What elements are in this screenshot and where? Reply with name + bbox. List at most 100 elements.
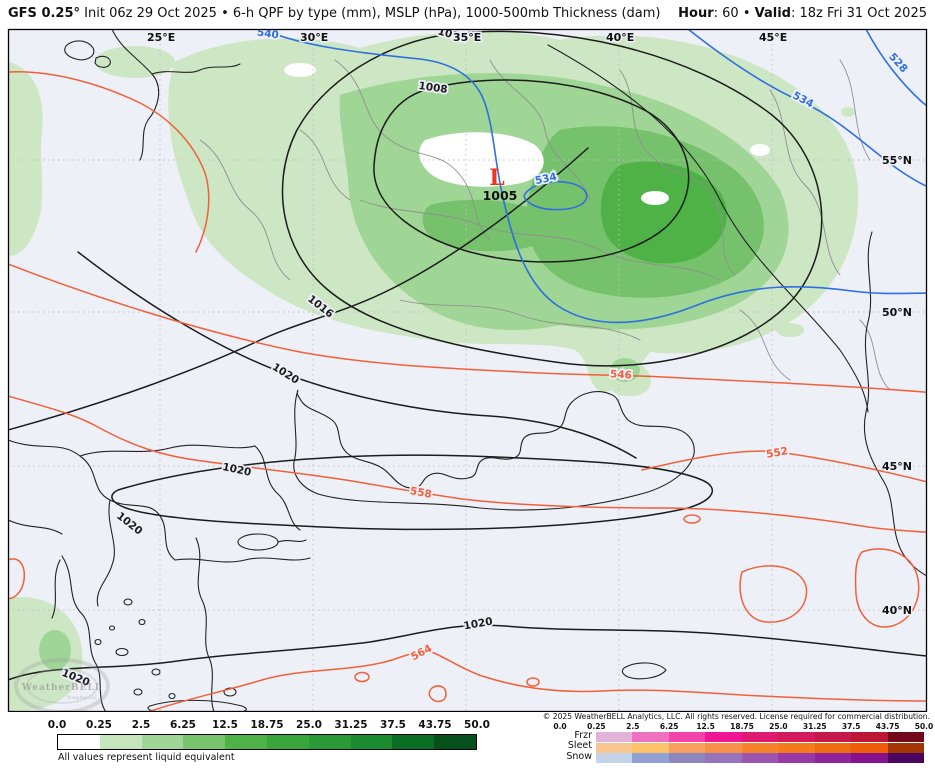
balkan-border (96, 499, 115, 607)
legend-cell (392, 735, 435, 749)
precip-area-darkest (600, 161, 727, 264)
init-time: Init 06z 29 Oct 2025 (84, 6, 217, 21)
tick-label: 43.75 (875, 722, 900, 731)
tick-label: 12.5 (212, 719, 238, 731)
legend-cell (851, 742, 888, 753)
bosphorus (277, 539, 307, 543)
thickness-contours-blue (261, 29, 927, 324)
legend-cell (851, 753, 888, 763)
legend-cell (350, 735, 393, 749)
thickness-546 (8, 263, 927, 394)
precip-area-dark (422, 199, 553, 252)
watermark-ring (14, 658, 110, 712)
weatherbell-watermark: WeatherBELL Analytics LLC (14, 658, 110, 712)
turkish-west-coast (195, 537, 215, 712)
thickness-label: 534 (534, 171, 558, 187)
legend-cell (434, 735, 476, 749)
separator-dot: • (742, 6, 751, 21)
colon: : (790, 6, 800, 21)
isobar-1016 (8, 147, 589, 431)
ptype-legend-ticks: 0.0 0.25 2.5 6.25 12.5 18.75 25.0 31.25 37.5 43.7… (553, 722, 933, 734)
isobar-1020 (77, 251, 637, 459)
legend-cell (741, 753, 779, 763)
aegean-island (94, 638, 102, 646)
precip-area-light (776, 323, 804, 337)
tick-label: 18.75 (730, 722, 754, 731)
coastlines (8, 29, 927, 712)
balkan-border (8, 519, 63, 535)
copyright-text: © 2025 WeatherBELL Analytics, LLC. All r… (542, 712, 930, 721)
forecast-map: 1008 1012 1016 1020 1020 1020 1020 1020 … (7, 28, 928, 712)
thickness-closed-cell (683, 514, 701, 524)
watermark-title: WeatherBELL (21, 683, 102, 693)
graticule-grid (8, 29, 927, 712)
balkan-border (8, 439, 176, 561)
legend-cell (814, 753, 852, 763)
legend-cell (632, 732, 669, 742)
legend-cell (741, 732, 779, 742)
thickness-closed-cell (526, 677, 540, 687)
ptype-row-labels: Frzr Sleet Snow (450, 730, 592, 762)
tick-label: 0.25 (86, 719, 112, 731)
legend-cell (668, 732, 706, 742)
aegean-island (223, 687, 237, 697)
legend-cell (778, 753, 815, 763)
legend-cell (632, 742, 669, 753)
low-symbol: L (489, 165, 504, 191)
legend-cell (668, 753, 706, 763)
qpf-legend-ticks: 0.0 0.25 2.5 6.25 12.5 18.75 25.0 31.25 37.5 43.7… (48, 719, 490, 731)
valid-value: 18z Fri 31 Oct 2025 (799, 6, 928, 21)
caspian-coast (863, 231, 927, 577)
legend-cell (778, 732, 815, 742)
thickness-552 (641, 450, 927, 483)
legend-cell (632, 753, 669, 763)
tick-label: 25.0 (769, 722, 788, 731)
title-right: Hour: 60 • Valid: 18z Fri 31 Oct 2025 (678, 6, 927, 21)
legend-cell (741, 742, 779, 753)
legend-cell (887, 732, 924, 742)
longitude-label: 45°E (759, 31, 787, 44)
aegean-island (151, 668, 161, 676)
hour-value: 60 (722, 6, 739, 21)
valid-label: Valid (754, 6, 791, 21)
balkan-border (79, 444, 256, 457)
legend-cell (851, 732, 888, 742)
precip-shading (8, 31, 859, 712)
thickness-closed-cell (354, 671, 370, 683)
thickness-closed-cell (854, 548, 920, 628)
tick-label: 31.25 (334, 719, 368, 731)
thickness-label: 558 (409, 485, 433, 501)
low-pressure-value: 1005 (483, 188, 518, 203)
admin-borders (199, 59, 891, 391)
balkan-border (254, 445, 301, 531)
legend-cell (225, 735, 267, 749)
tick-label: 2.5 (131, 719, 151, 731)
tick-label: 18.75 (250, 719, 284, 731)
latitude-label: 40°N (882, 604, 912, 617)
colon: : (713, 6, 723, 21)
legend-cell (141, 735, 184, 749)
crete-island (147, 699, 247, 712)
low-pressure-marker: L 1005 (483, 165, 518, 203)
product-name: 6-h QPF by type (mm), MSLP (hPa), 1000-5… (232, 6, 661, 21)
thickness-closed-cell (428, 685, 447, 703)
watermark-subtitle: Analytics LLC (67, 695, 97, 701)
graticule-labels: 25°E 30°E 35°E 40°E 45°E 55°N 50°N 45°N … (146, 30, 914, 619)
tick-label: 6.25 (659, 722, 679, 731)
map-border (7, 28, 928, 712)
legend-cell (705, 742, 742, 753)
legend-cell (266, 735, 309, 749)
thickness-label: 546 (610, 368, 633, 381)
legend-cell (596, 732, 633, 742)
latitude-label: 50°N (882, 306, 912, 319)
legend-cell (778, 742, 815, 753)
legend-cell (58, 735, 100, 749)
tick-label: 0.0 (47, 719, 67, 731)
baltic-island (64, 40, 95, 61)
mslp-isobars (8, 30, 927, 681)
legend-cell (183, 735, 226, 749)
baltic-coast (151, 63, 241, 75)
thickness-closed-cell (8, 558, 26, 600)
frzr-colorbar (596, 732, 924, 742)
precip-area-light (8, 62, 43, 256)
